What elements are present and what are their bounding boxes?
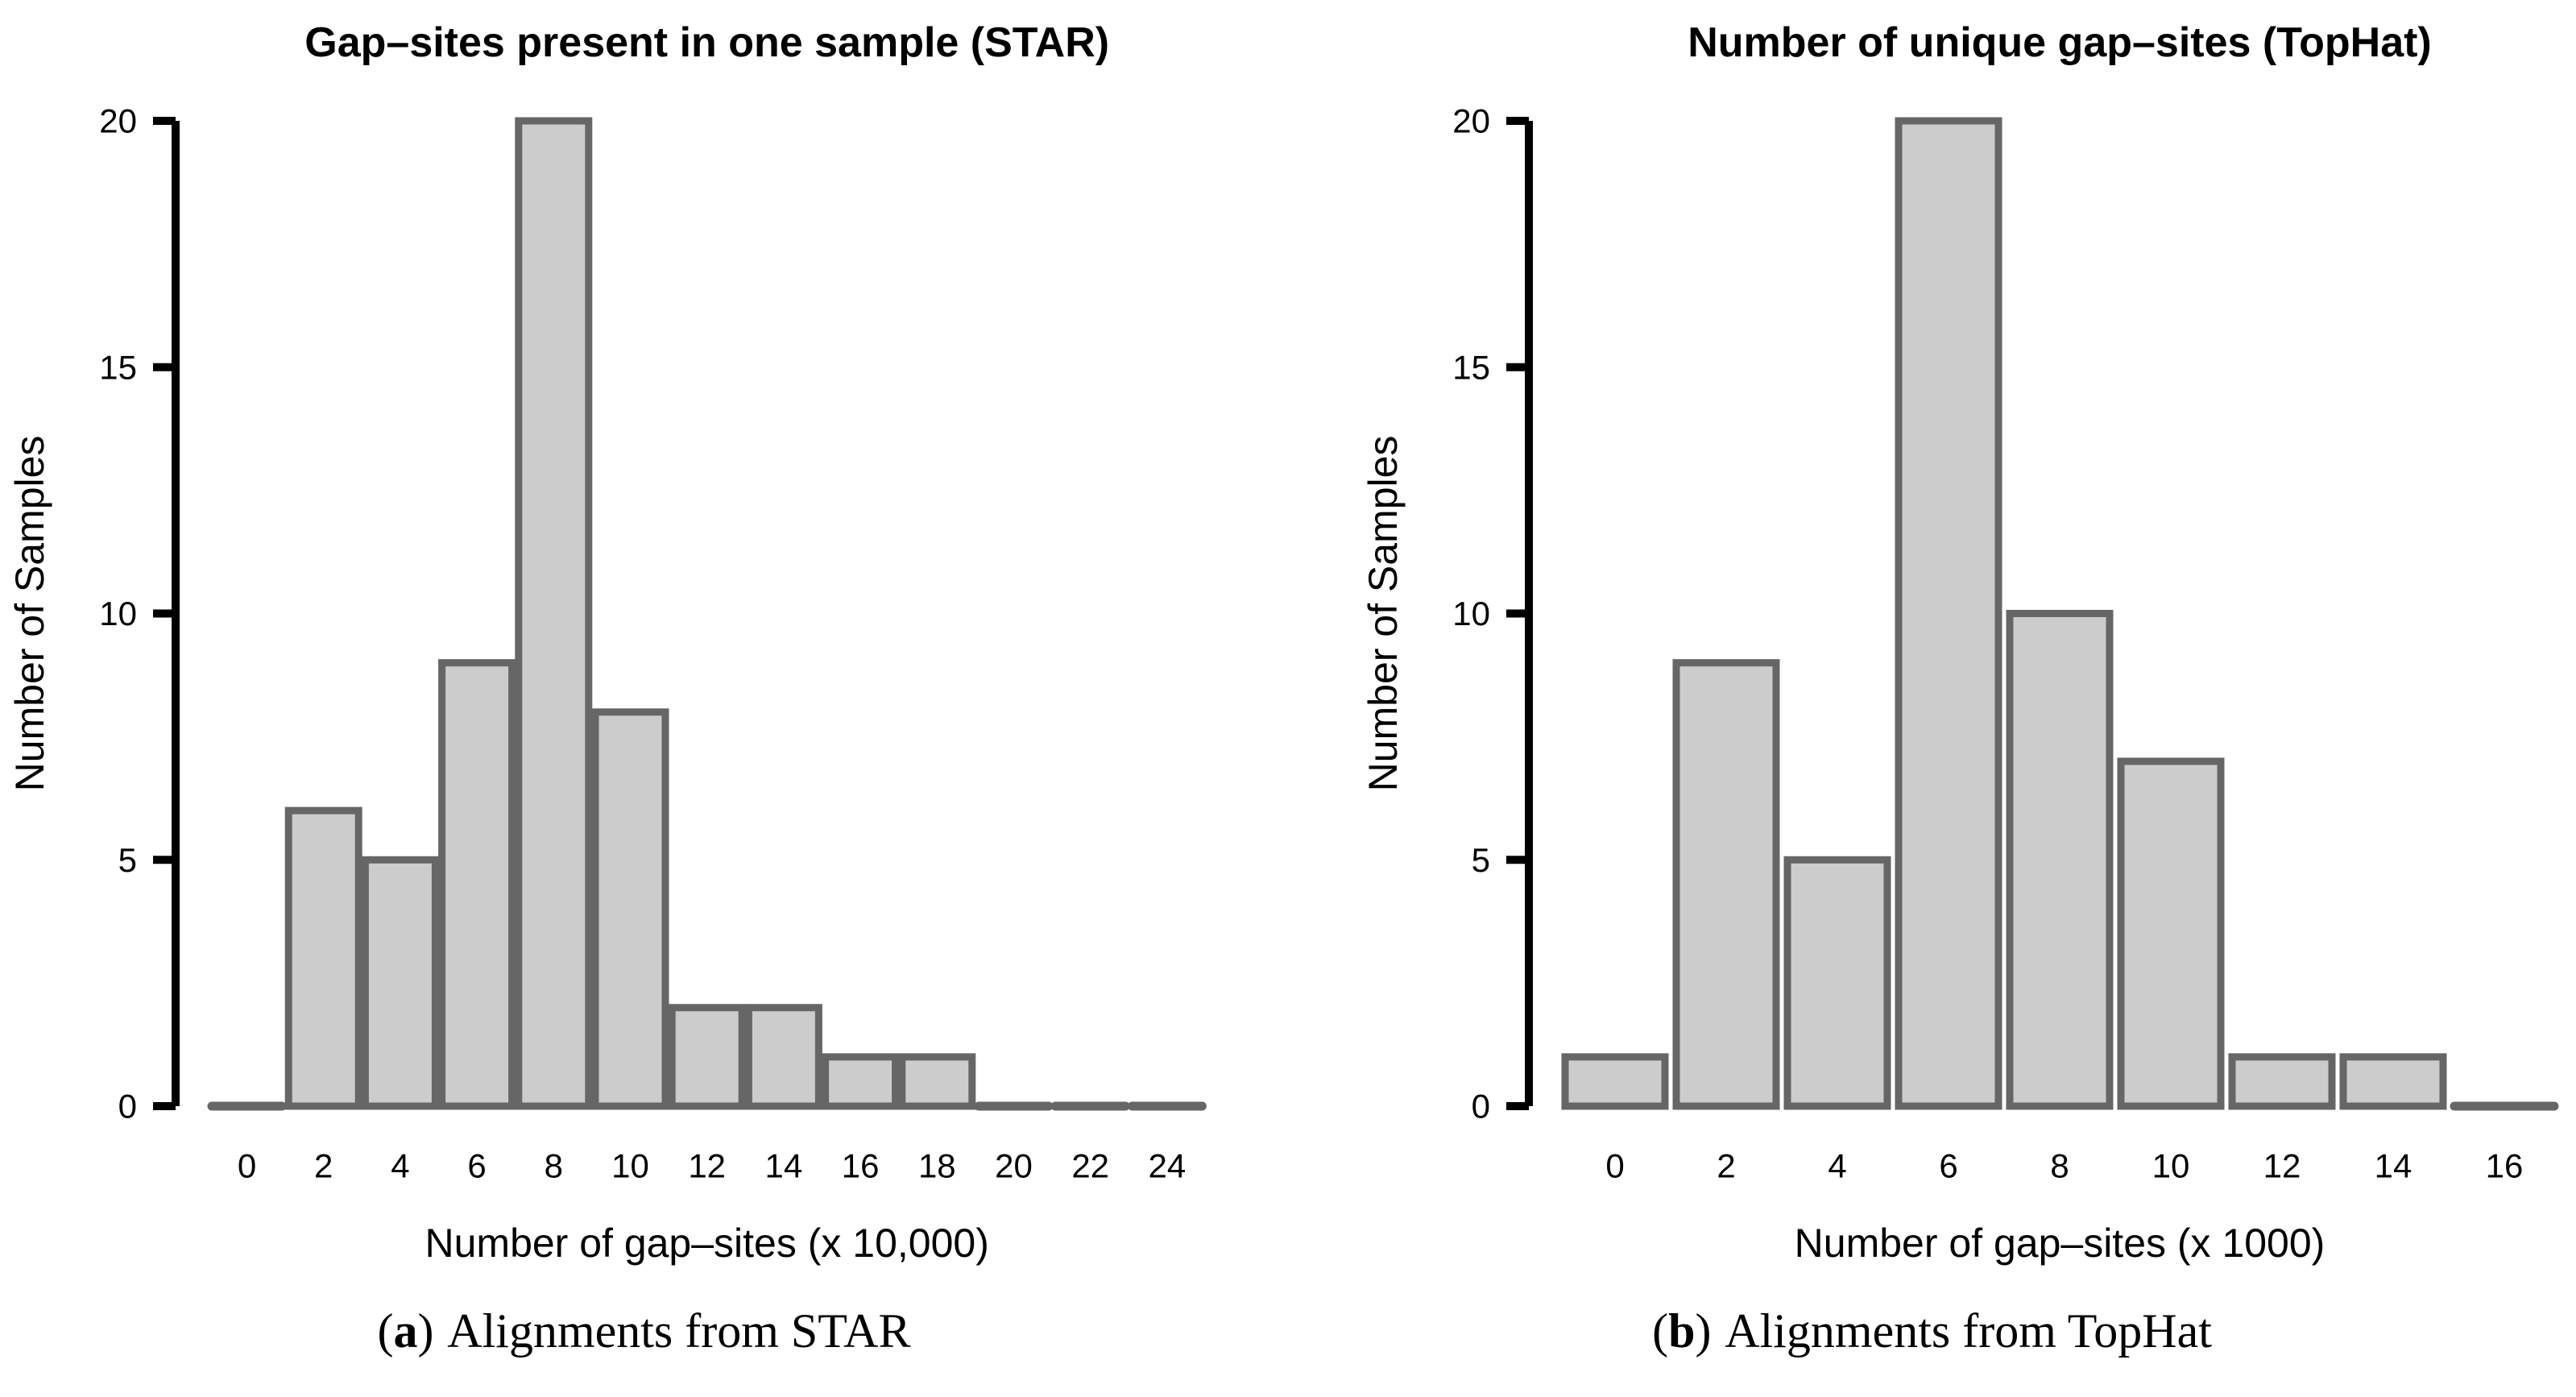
x-tick-label: 24	[1149, 1147, 1187, 1185]
bar	[822, 1053, 900, 1110]
bar	[438, 659, 516, 1110]
bar	[361, 856, 439, 1110]
y-axis-tick-label: 5	[118, 841, 137, 879]
caption-a-open-paren: (	[377, 1304, 394, 1358]
bar	[2339, 1053, 2447, 1110]
plot-title: Gap–sites present in one sample (STAR)	[304, 19, 1109, 66]
bar	[591, 708, 669, 1110]
x-tick-label: 0	[238, 1147, 256, 1185]
caption-a: (a) Alignments from STAR	[0, 1304, 1288, 1359]
x-tick-label: 20	[995, 1147, 1033, 1185]
x-tick-label: 8	[2050, 1147, 2069, 1185]
x-tick-label: 16	[2486, 1147, 2524, 1185]
caption-b-close-paren: )	[1695, 1304, 1712, 1358]
bar	[2006, 610, 2114, 1110]
x-tick-label: 2	[1717, 1147, 1735, 1185]
caption-b-text: Alignments from TopHat	[1725, 1304, 2212, 1358]
y-axis-tick-label: 10	[1452, 595, 1490, 632]
x-tick-label: 6	[467, 1147, 486, 1185]
y-axis-tick-label: 0	[1472, 1088, 1490, 1125]
x-tick-label: 12	[2263, 1147, 2301, 1185]
y-axis-tick-label: 15	[1452, 348, 1490, 386]
x-tick-label: 14	[2375, 1147, 2412, 1185]
bar	[1561, 1053, 1669, 1110]
caption-a-close-paren: )	[417, 1304, 434, 1358]
panel-tophat: Number of unique gap–sites (TopHat) 0 5 10 1…	[1288, 0, 2576, 1397]
x-axis-title: Number of gap–sites (x 1000)	[1795, 1221, 2325, 1266]
bar	[284, 806, 362, 1110]
x-axis-title: Number of gap–sites (x 10,000)	[425, 1221, 989, 1266]
y-axis-tick-label: 20	[99, 102, 137, 140]
x-tick-label: 8	[545, 1147, 563, 1185]
x-tick-label: 4	[1828, 1147, 1846, 1185]
x-tick-label: 10	[2152, 1147, 2190, 1185]
y-axis-tick-label: 0	[118, 1088, 137, 1125]
y-axis-tick-label: 20	[1452, 102, 1490, 140]
bar	[668, 1004, 746, 1110]
caption-a-text: Alignments from STAR	[447, 1304, 911, 1358]
caption-b-open-paren: (	[1652, 1304, 1669, 1358]
x-tick-label: 10	[611, 1147, 649, 1185]
x-tick-label: 2	[314, 1147, 333, 1185]
caption-b: (b) Alignments from TopHat	[1288, 1304, 2576, 1359]
panel-star: Gap–sites present in one sample (STAR) 0 5…	[0, 19, 1288, 1359]
x-tick-label: 6	[1939, 1147, 1957, 1185]
y-axis-tick-label: 10	[99, 595, 137, 632]
bar	[1672, 659, 1780, 1110]
plot-title: Number of unique gap–sites (TopHat)	[1688, 19, 2432, 66]
bar	[1783, 856, 1891, 1110]
bar	[898, 1053, 976, 1110]
x-tick-label: 16	[842, 1147, 880, 1185]
caption-b-letter: b	[1668, 1304, 1696, 1358]
bar	[744, 1004, 822, 1110]
bar	[2117, 757, 2225, 1110]
x-tick-label: 12	[688, 1147, 726, 1185]
star-histogram-chart: Gap–sites present in one sample (STAR) 0 5…	[7, 19, 1207, 1266]
x-tick-label: 0	[1605, 1147, 1624, 1185]
bar	[1895, 117, 2002, 1110]
x-tick-label: 18	[918, 1147, 956, 1185]
y-axis-tick-label: 5	[1472, 841, 1490, 879]
x-tick-label: 14	[765, 1147, 803, 1185]
bar	[2228, 1053, 2336, 1110]
bar	[515, 117, 593, 1110]
y-axis-title: Number of Samples	[7, 436, 52, 792]
y-axis-title: Number of Samples	[1360, 436, 1406, 792]
y-axis-tick-label: 15	[99, 348, 137, 386]
tophat-histogram-chart: Number of unique gap–sites (TopHat) 0 5 10 1…	[1360, 19, 2559, 1266]
x-tick-label: 22	[1071, 1147, 1109, 1185]
x-tick-label: 4	[391, 1147, 409, 1185]
caption-a-letter: a	[393, 1304, 418, 1358]
